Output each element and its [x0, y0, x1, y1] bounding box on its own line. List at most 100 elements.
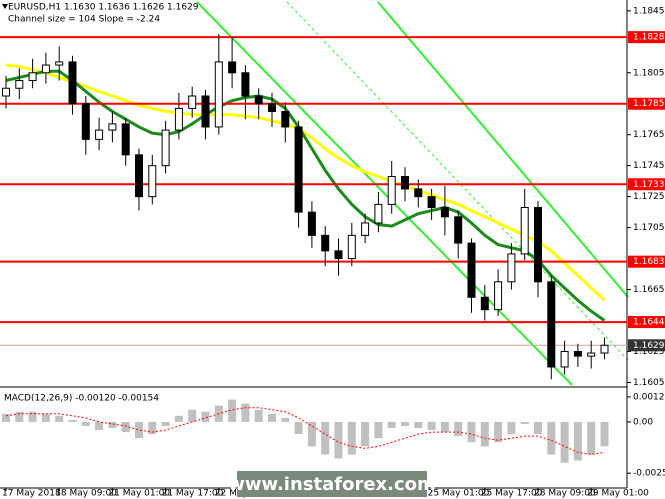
symbol-arrow [2, 4, 8, 9]
candle-body [135, 154, 143, 198]
macd-bar [480, 421, 489, 447]
macd-bar [2, 413, 10, 422]
macd-bar [534, 421, 542, 435]
x-tick-label: 21 May 17:00 [162, 489, 224, 499]
x-tick-label: 25 May 01:00 [428, 489, 490, 499]
macd-bar [228, 399, 237, 422]
macd-bar [135, 421, 143, 439]
macd-bar [507, 421, 516, 435]
watermark-box [237, 471, 427, 497]
candle-body [15, 80, 24, 89]
level-label-box [628, 255, 665, 268]
macd-bar [321, 421, 330, 455]
macd-bar [547, 421, 556, 455]
macd-bar [28, 411, 37, 422]
candle-body [573, 350, 582, 357]
candle-body [188, 95, 197, 109]
y-tick-label: 1.1745 [633, 161, 665, 171]
x-tick-label: 18 May 09:00 [55, 489, 117, 499]
macd-bar [520, 421, 529, 424]
current-price-label: 1.1629 [633, 341, 665, 351]
macd-bar [494, 421, 503, 443]
y-tick-label: 1.1665 [633, 285, 665, 295]
candle-body [2, 87, 10, 97]
channel-middle [286, 1, 629, 361]
candle-body [401, 176, 409, 190]
candle-body [201, 95, 210, 128]
macd-bar [254, 409, 263, 422]
candle-body [241, 72, 250, 97]
y-tick-label: 0.00123 [633, 392, 665, 402]
watermark: www.instaforex.com [228, 474, 436, 495]
candle-body [268, 103, 276, 112]
candle-body [534, 206, 542, 283]
x-tick-label: 17 May 2018 [2, 489, 61, 499]
level-label-box [628, 31, 665, 44]
candle-body [55, 61, 64, 66]
chart-title: EURUSD,H1 1.1630 1.1636 1.1626 1.1629 [8, 3, 199, 13]
y-tick-label: 0.00 [633, 417, 653, 427]
macd-bar [427, 421, 436, 431]
candle-body [81, 103, 90, 140]
macd-title: MACD(12,26,9) -0.00120 -0.00154 [4, 394, 159, 404]
macd-bar [307, 421, 316, 447]
macd-bar [294, 421, 303, 435]
candle-body [68, 61, 77, 105]
candle-body [507, 253, 516, 283]
y-tick-label: 1.1725 [633, 192, 665, 202]
level-label-box [628, 178, 665, 191]
candle-body [520, 206, 529, 255]
macd-bar [440, 421, 449, 433]
candle-body [174, 107, 183, 131]
candle-body [440, 206, 449, 218]
macd-bar [560, 421, 569, 463]
candle-body [254, 95, 263, 105]
candle-body [560, 350, 569, 368]
y-tick-label: 1.1605 [633, 378, 665, 388]
macd-bar [121, 421, 130, 433]
macd-bar [161, 421, 170, 426]
macd-bar [387, 421, 396, 429]
candle-body [347, 234, 356, 260]
signal-line [5, 407, 605, 455]
macd-bar [414, 421, 423, 429]
candle-body [281, 110, 290, 128]
candle-body [307, 211, 316, 236]
macd-bar [174, 415, 183, 422]
macd-bar [467, 421, 476, 443]
candle-body [121, 123, 130, 156]
candle-body [95, 129, 104, 140]
y-tick-label: 1.1625 [633, 347, 665, 357]
macd-bar [281, 417, 290, 422]
macd-bar [201, 411, 210, 422]
macd-bar [600, 421, 609, 447]
candle-body [334, 250, 343, 260]
y-tick-label: 1.1705 [633, 223, 665, 233]
macd-bar [268, 413, 276, 422]
candle-body [600, 344, 609, 354]
macd-bar [188, 409, 197, 422]
macd-bar [454, 421, 463, 437]
candle-body [148, 165, 157, 198]
x-tick-label: 28 May 09:00 [534, 489, 596, 499]
candle-body [480, 296, 489, 311]
candle-body [414, 188, 423, 198]
level-label: 1.1785 [633, 99, 665, 109]
channel-upper [377, 1, 629, 298]
candle-body [467, 242, 476, 298]
x-tick-label: 21 May 01:00 [108, 489, 170, 499]
y-tick-label: 1.1805 [633, 68, 665, 78]
macd-bar [374, 421, 383, 439]
candle-body [427, 196, 436, 208]
moving-average [5, 69, 606, 322]
candle-body [454, 216, 463, 244]
candle-body [228, 61, 237, 74]
current-price-box [628, 339, 665, 352]
candle-body [587, 352, 596, 357]
macd-bar [361, 421, 370, 447]
moving-average [5, 63, 606, 302]
level-label-box [628, 316, 665, 329]
macd-bar [401, 421, 409, 426]
